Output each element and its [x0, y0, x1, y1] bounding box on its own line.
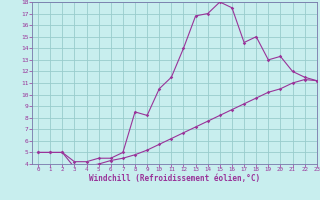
- X-axis label: Windchill (Refroidissement éolien,°C): Windchill (Refroidissement éolien,°C): [89, 174, 260, 183]
